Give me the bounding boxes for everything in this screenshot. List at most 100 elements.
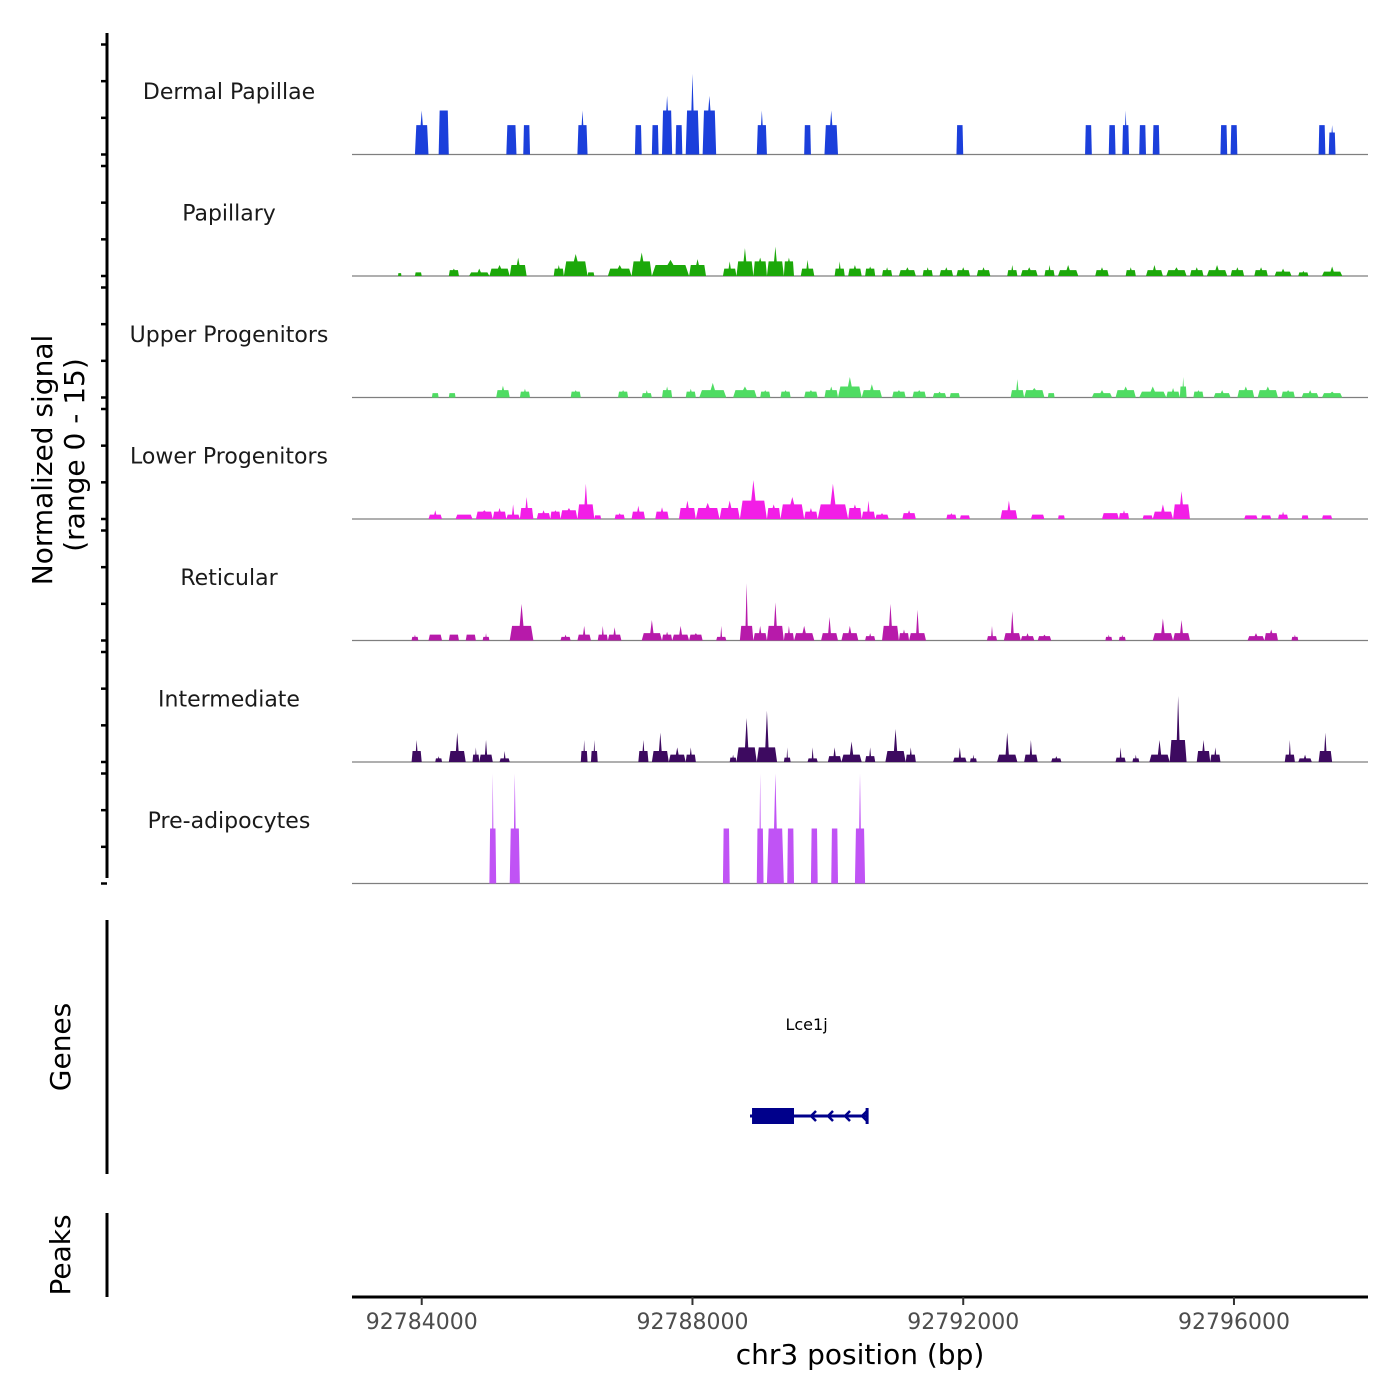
signal-peak: [1298, 270, 1309, 276]
signal-peak: [597, 625, 608, 641]
signal-peak: [739, 583, 754, 641]
signal-peak: [699, 382, 727, 398]
signal-peak: [1118, 510, 1130, 519]
signal-peak: [685, 747, 696, 762]
signal-peak: [898, 267, 916, 276]
signal-peak: [827, 747, 842, 762]
signal-peak: [1010, 379, 1025, 398]
signal-peak: [509, 257, 527, 276]
signal-peak: [536, 510, 551, 519]
signal-peak: [702, 95, 717, 155]
signal-peak: [939, 267, 954, 276]
signal-peak: [824, 386, 839, 398]
signal-peak: [722, 261, 737, 276]
signal-peak: [594, 515, 602, 519]
y-axis-title-line1: Normalized signal: [26, 335, 59, 586]
signal-peak: [1007, 265, 1018, 276]
signal-peak: [428, 510, 443, 519]
signal-peak: [1196, 740, 1211, 762]
track-label: Dermal Papillae: [143, 80, 315, 105]
signal-y-axis: [101, 33, 109, 885]
signal-peak: [1254, 267, 1268, 276]
signal-peak: [607, 627, 622, 641]
signal-peak: [482, 633, 490, 641]
track-dermal-papillae: Dermal Papillae: [143, 73, 1368, 156]
signal-peak: [563, 254, 588, 276]
signal-peak: [932, 391, 947, 398]
signal-peak: [756, 110, 767, 155]
signal-peak: [824, 110, 839, 155]
track-reticular: Reticular: [180, 566, 1368, 642]
signal-peak: [912, 390, 926, 398]
signal-peak: [1321, 391, 1343, 398]
signal-peak: [519, 388, 531, 398]
signal-peak: [861, 500, 876, 519]
signal-peak: [902, 510, 916, 519]
signal-peak: [509, 773, 520, 884]
signal-peak: [922, 267, 933, 276]
signal-peak: [1284, 740, 1295, 762]
gene-exon: [752, 1108, 795, 1124]
signal-peak: [1321, 515, 1333, 519]
signal-peak: [577, 110, 588, 155]
signal-peak: [1125, 267, 1136, 276]
signal-peak: [678, 500, 696, 519]
strand-arrow-icon: [843, 1110, 851, 1122]
signal-peak: [492, 508, 507, 519]
signal-peak: [1003, 611, 1021, 641]
signal-peak: [1105, 634, 1113, 641]
signal-peak: [641, 619, 663, 641]
track-lower-progenitors: Lower Progenitors: [130, 445, 1368, 520]
signal-peak: [1318, 125, 1326, 155]
signal-peak: [1247, 633, 1265, 641]
x-tick-label: 92788000: [636, 1310, 748, 1335]
track-label: Papillary: [182, 202, 276, 227]
signal-peak: [1057, 265, 1079, 276]
signal-peak: [1318, 732, 1333, 762]
signal-peak: [841, 625, 859, 641]
signal-peak: [506, 504, 520, 519]
signal-peak: [848, 265, 862, 276]
signal-peak: [1261, 515, 1272, 519]
signal-peak: [1122, 110, 1130, 155]
strand-arrow-icon: [809, 1110, 817, 1122]
signal-peak: [1166, 267, 1187, 276]
signal-peak: [810, 828, 818, 884]
signal-peak: [794, 625, 815, 641]
signal-peak: [651, 259, 690, 276]
signal-peak: [414, 110, 429, 155]
signal-peak: [783, 625, 795, 641]
signal-peak: [865, 747, 876, 762]
signal-peak: [1057, 515, 1065, 519]
signal-peak: [1142, 515, 1153, 519]
signal-peak: [1291, 634, 1299, 641]
signal-peak: [580, 740, 588, 762]
signal-peak: [834, 261, 845, 276]
signal-peak: [1173, 491, 1190, 519]
signal-peak: [414, 272, 422, 276]
signal-peak: [959, 515, 970, 519]
signal-peak: [668, 747, 686, 762]
signal-peak: [733, 386, 757, 398]
signal-peak: [766, 504, 781, 519]
signal-peak: [736, 718, 757, 762]
signal-peak: [1020, 267, 1038, 276]
signal-peak: [1193, 390, 1204, 398]
signal-peak: [587, 272, 595, 276]
signal-peak: [997, 732, 1018, 762]
signal-peak: [881, 267, 893, 276]
signal-peak: [411, 740, 422, 762]
track-label: Intermediate: [158, 688, 300, 713]
signal-peak: [475, 510, 493, 519]
signal-peak: [509, 603, 534, 641]
signal-peak: [787, 828, 795, 884]
signal-peak: [1149, 740, 1170, 762]
signal-peak: [1301, 390, 1319, 398]
signal-peak: [455, 514, 473, 519]
signal-peak: [448, 268, 459, 276]
signal-peak: [1321, 266, 1343, 276]
signal-peak: [736, 248, 754, 276]
signal-peak: [892, 390, 906, 398]
signal-peak: [1024, 387, 1045, 398]
signal-peak: [1132, 754, 1140, 762]
